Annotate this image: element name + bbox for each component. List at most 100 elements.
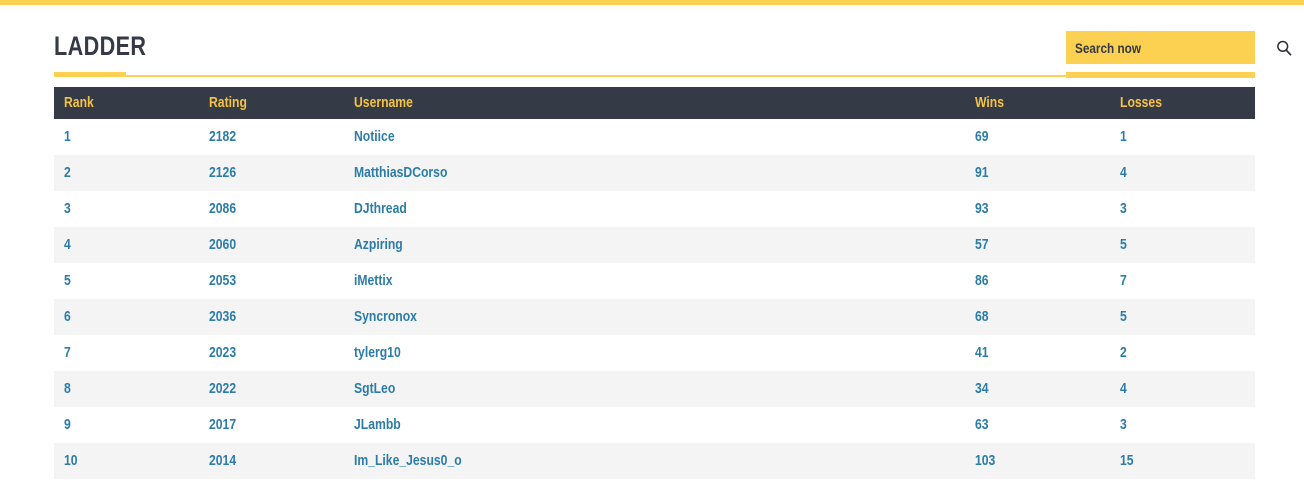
column-header-rating[interactable]: Rating [199, 87, 344, 119]
cell-rating-value: 2060 [209, 237, 237, 253]
table-row[interactable]: 5 2053 iMettix 86 7 [54, 263, 1255, 299]
cell-username-value: Syncronox [354, 309, 417, 325]
cell-rank: 9 [54, 407, 199, 443]
cell-username-value: Im_Like_Jesus0_o [354, 453, 462, 469]
cell-wins: 34 [965, 371, 1110, 407]
cell-username[interactable]: Azpiring [344, 227, 965, 263]
table-row[interactable]: 7 2023 tylerg10 41 2 [54, 335, 1255, 371]
cell-username[interactable]: tylerg10 [344, 335, 965, 371]
cell-rating-value: 2126 [209, 165, 237, 181]
cell-losses: 7 [1110, 263, 1255, 299]
cell-losses: 1 [1110, 119, 1255, 155]
table-body: 1 2182 Notiice 69 1 2 2126 MatthiasDCors… [54, 119, 1255, 479]
cell-username[interactable]: DJthread [344, 191, 965, 227]
cell-rank-value: 5 [64, 273, 71, 289]
cell-username[interactable]: JLambb [344, 407, 965, 443]
cell-wins: 57 [965, 227, 1110, 263]
table-row[interactable]: 10 2014 Im_Like_Jesus0_o 103 15 [54, 443, 1255, 479]
cell-rank: 6 [54, 299, 199, 335]
cell-rating-value: 2022 [209, 381, 237, 397]
cell-losses: 5 [1110, 227, 1255, 263]
cell-username[interactable]: MatthiasDCorso [344, 155, 965, 191]
column-header-username[interactable]: Username [344, 87, 965, 119]
cell-wins: 103 [965, 443, 1110, 479]
cell-rank-value: 2 [64, 165, 71, 181]
cell-wins: 86 [965, 263, 1110, 299]
cell-wins-value: 86 [975, 273, 989, 289]
cell-rank-value: 1 [64, 129, 71, 145]
cell-username[interactable]: Im_Like_Jesus0_o [344, 443, 965, 479]
cell-username[interactable]: Syncronox [344, 299, 965, 335]
table-row[interactable]: 2 2126 MatthiasDCorso 91 4 [54, 155, 1255, 191]
table-row[interactable]: 4 2060 Azpiring 57 5 [54, 227, 1255, 263]
table-row[interactable]: 3 2086 DJthread 93 3 [54, 191, 1255, 227]
cell-losses: 2 [1110, 335, 1255, 371]
cell-rank-value: 10 [64, 453, 78, 469]
top-accent-bar [0, 0, 1304, 5]
cell-username[interactable]: Notiice [344, 119, 965, 155]
title-underline-rule [54, 75, 1066, 77]
cell-losses: 3 [1110, 191, 1255, 227]
cell-wins: 93 [965, 191, 1110, 227]
cell-wins: 41 [965, 335, 1110, 371]
search-box[interactable] [1066, 31, 1292, 64]
cell-username[interactable]: SgtLeo [344, 371, 965, 407]
ladder-table: Rank Rating Username Wins Losses 1 2182 … [54, 87, 1255, 479]
cell-losses-value: 7 [1120, 273, 1127, 289]
cell-rating-value: 2014 [209, 453, 237, 469]
cell-rating: 2036 [199, 299, 344, 335]
cell-username-value: JLambb [354, 417, 401, 433]
column-header-rank-label: Rank [64, 95, 94, 111]
cell-losses-value: 15 [1120, 453, 1134, 469]
title-underline-accent [54, 72, 126, 77]
cell-losses-value: 3 [1120, 201, 1127, 217]
table-row[interactable]: 8 2022 SgtLeo 34 4 [54, 371, 1255, 407]
table-header: Rank Rating Username Wins Losses [54, 87, 1255, 119]
cell-rank-value: 6 [64, 309, 71, 325]
cell-losses-value: 2 [1120, 345, 1127, 361]
column-header-wins[interactable]: Wins [965, 87, 1110, 119]
cell-wins-value: 41 [975, 345, 989, 361]
cell-losses: 4 [1110, 371, 1255, 407]
cell-rank: 7 [54, 335, 199, 371]
cell-rating-value: 2086 [209, 201, 237, 217]
cell-wins: 68 [965, 299, 1110, 335]
cell-username-value: Notiice [354, 129, 395, 145]
search-icon[interactable] [1275, 39, 1293, 57]
cell-rating: 2022 [199, 371, 344, 407]
cell-losses-value: 1 [1120, 129, 1127, 145]
table-row[interactable]: 6 2036 Syncronox 68 5 [54, 299, 1255, 335]
cell-rating-value: 2053 [209, 273, 237, 289]
cell-rating: 2023 [199, 335, 344, 371]
column-header-rank[interactable]: Rank [54, 87, 199, 119]
cell-losses-value: 4 [1120, 381, 1127, 397]
cell-rating-value: 2182 [209, 129, 237, 145]
cell-rating-value: 2017 [209, 417, 237, 433]
cell-username-value: MatthiasDCorso [354, 165, 448, 181]
cell-username-value: iMettix [354, 273, 393, 289]
cell-username-value: tylerg10 [354, 345, 401, 361]
column-header-username-label: Username [354, 95, 413, 111]
cell-rank-value: 8 [64, 381, 71, 397]
cell-rank-value: 3 [64, 201, 71, 217]
cell-losses: 3 [1110, 407, 1255, 443]
column-header-losses[interactable]: Losses [1110, 87, 1255, 119]
column-header-losses-label: Losses [1120, 95, 1162, 111]
cell-username[interactable]: iMettix [344, 263, 965, 299]
cell-username-value: Azpiring [354, 237, 403, 253]
cell-wins-value: 34 [975, 381, 989, 397]
page-header: LADDER [0, 5, 1304, 87]
cell-losses-value: 3 [1120, 417, 1127, 433]
cell-rating: 2126 [199, 155, 344, 191]
table-row[interactable]: 1 2182 Notiice 69 1 [54, 119, 1255, 155]
cell-rank: 10 [54, 443, 199, 479]
cell-rating: 2014 [199, 443, 344, 479]
cell-losses: 4 [1110, 155, 1255, 191]
cell-wins-value: 103 [975, 453, 996, 469]
table-row[interactable]: 9 2017 JLambb 63 3 [54, 407, 1255, 443]
search-input[interactable] [1075, 39, 1240, 56]
cell-rating: 2053 [199, 263, 344, 299]
cell-rank: 2 [54, 155, 199, 191]
search-underline-accent [1066, 72, 1255, 78]
cell-wins-value: 69 [975, 129, 989, 145]
